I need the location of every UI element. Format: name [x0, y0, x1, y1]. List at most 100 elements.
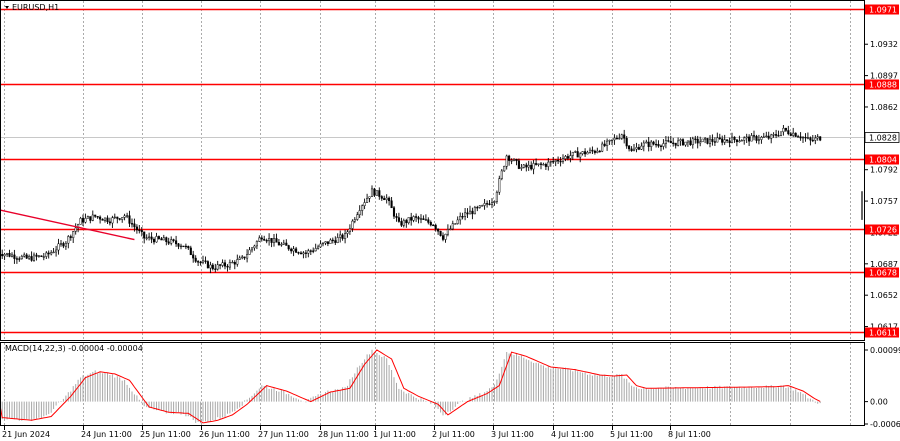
- candle-body: [395, 216, 398, 218]
- level-tag-label: 1.0678: [869, 269, 897, 278]
- candle-body: [454, 223, 457, 225]
- candle-body: [728, 140, 731, 144]
- candle-body: [708, 138, 712, 144]
- candle-body: [74, 227, 77, 232]
- candle-body: [745, 136, 748, 139]
- macd-y-tick-label: 0.00: [870, 398, 888, 407]
- y-tick-label: 1.0897: [870, 72, 898, 81]
- candle-body: [809, 137, 812, 141]
- candle-body: [383, 198, 386, 201]
- symbol-menu-triangle-icon[interactable]: [5, 6, 9, 9]
- candle-body: [432, 224, 435, 227]
- level-tag-label: 1.0971: [869, 6, 897, 15]
- candle-body: [493, 201, 496, 203]
- candle-body: [143, 231, 146, 239]
- candle-body: [701, 138, 704, 143]
- candle-body: [561, 158, 565, 162]
- candle-body: [126, 215, 129, 217]
- x-tick-label: 28 Jun 11:00: [318, 430, 369, 439]
- candle-body: [13, 254, 16, 259]
- candle-body: [275, 238, 278, 243]
- candle-body: [625, 138, 628, 147]
- candle-body: [64, 242, 67, 247]
- candle-body: [170, 239, 173, 244]
- candle-body: [740, 140, 743, 142]
- candle-body: [530, 164, 533, 170]
- candle-body: [361, 205, 364, 211]
- price-series: [0, 125, 863, 274]
- candle-body: [277, 242, 280, 246]
- candle-body: [564, 156, 567, 159]
- macd-title: MACD(14,22,3) -0.00004 -0.00004: [5, 344, 143, 353]
- candle-body: [233, 261, 236, 265]
- macd-series: [0, 349, 821, 424]
- candle-body: [184, 245, 187, 248]
- candle-body: [219, 264, 222, 266]
- candle-body: [155, 236, 158, 243]
- candle-body: [449, 228, 452, 230]
- candle-body: [297, 252, 300, 254]
- candle-body: [586, 152, 589, 155]
- macd-y-tick-label: -0.00064: [870, 420, 900, 429]
- candle-body: [748, 136, 751, 142]
- candle-body: [804, 136, 807, 139]
- candle-body: [799, 136, 802, 139]
- candle-body: [505, 155, 508, 167]
- candle-body: [730, 136, 734, 144]
- candle-body: [392, 207, 396, 217]
- candle-body: [334, 240, 337, 243]
- candle-body: [15, 258, 18, 260]
- support-resistance-levels: [0, 8, 864, 334]
- candle-body: [133, 223, 136, 228]
- candle-body: [664, 140, 667, 144]
- candle-body: [819, 136, 822, 141]
- candle-body: [500, 170, 503, 179]
- candle-body: [18, 258, 21, 260]
- candle-body: [584, 151, 587, 155]
- candle-body: [591, 149, 594, 152]
- candle-body: [566, 156, 569, 159]
- candle-body: [165, 237, 168, 242]
- candle-body: [637, 147, 640, 150]
- y-tick-label: 1.0652: [870, 291, 898, 300]
- candle-body: [118, 218, 121, 220]
- candle-body: [635, 147, 638, 150]
- candle-body: [363, 202, 366, 206]
- candle-body: [520, 167, 523, 169]
- candle-body: [214, 268, 217, 270]
- candle-body: [797, 136, 800, 138]
- candle-body: [319, 243, 322, 248]
- candle-body: [811, 139, 814, 142]
- candle-body: [667, 140, 670, 142]
- candle-body: [79, 218, 82, 225]
- candle-body: [539, 163, 543, 165]
- y-tick-label: 1.0687: [870, 260, 898, 269]
- candle-body: [209, 264, 212, 269]
- candle-body: [35, 254, 38, 257]
- candle-body: [47, 252, 50, 255]
- y-tick-label: 1.0617: [870, 323, 898, 332]
- candle-body: [84, 218, 87, 223]
- candle-body: [410, 217, 413, 221]
- x-tick-label: 8 Jul 11:00: [668, 430, 711, 439]
- candle-body: [694, 138, 697, 140]
- candle-body: [461, 216, 464, 218]
- candle-body: [650, 141, 653, 147]
- candle-body: [145, 237, 148, 239]
- candle-body: [201, 260, 205, 263]
- candle-body: [522, 164, 525, 168]
- candle-body: [610, 139, 614, 141]
- candle-body: [370, 188, 374, 197]
- candle-body: [620, 134, 623, 139]
- candle-body: [62, 243, 65, 247]
- candle-body: [42, 256, 45, 258]
- candle-body: [478, 205, 481, 208]
- candle-body: [192, 254, 195, 259]
- candle-body: [167, 241, 170, 244]
- titles: EURUSD,H1 MACD(14,22,3) -0.00004 -0.0000…: [5, 3, 143, 353]
- candle-body: [581, 151, 584, 154]
- candle-body: [816, 136, 819, 139]
- candle-body: [632, 148, 636, 152]
- candle-body: [25, 254, 28, 259]
- candle-body: [339, 234, 342, 238]
